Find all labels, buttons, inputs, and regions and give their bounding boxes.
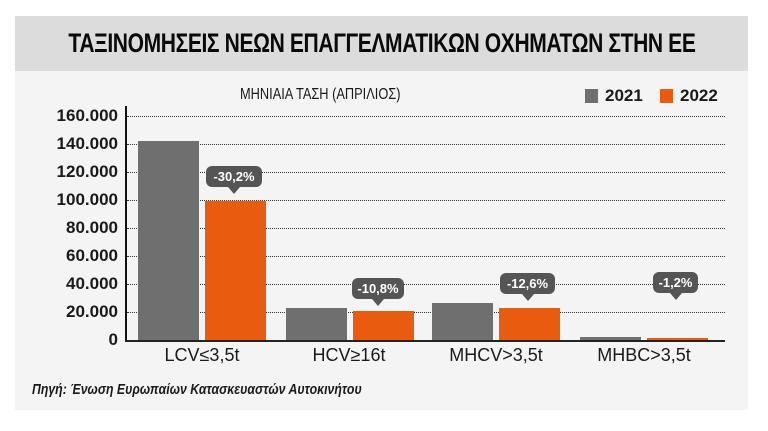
y-tick-label: 40.000 bbox=[66, 274, 118, 293]
change-callout-mhbc: -1,2% bbox=[653, 272, 698, 300]
y-tick-label: 20.000 bbox=[66, 302, 118, 321]
y-tick-label: 100.000 bbox=[56, 190, 118, 209]
y-tick-label: 80.000 bbox=[66, 218, 118, 237]
bar-mhcv-2021 bbox=[432, 303, 493, 340]
gridline bbox=[127, 200, 725, 201]
gridline bbox=[127, 312, 725, 313]
legend-label-2021: 2021 bbox=[605, 86, 643, 105]
y-tick-label: 120.000 bbox=[56, 162, 118, 181]
legend-swatch-2021 bbox=[585, 89, 598, 103]
legend-item-2022: 2022 bbox=[660, 86, 718, 106]
chart-title: ΤΑΞΙΝΟΜΗΣΕΙΣ ΝΕΩΝ ΕΠΑΓΓΕΛΜΑΤΙΚΩΝ ΟΧΗΜΑΤΩ… bbox=[67, 28, 696, 58]
y-tick-label: 140.000 bbox=[56, 134, 118, 153]
chart-panel: ΤΑΞΙΝΟΜΗΣΕΙΣ ΝΕΩΝ ΕΠΑΓΓΕΛΜΑΤΙΚΩΝ ΟΧΗΜΑΤΩ… bbox=[15, 16, 748, 410]
y-tick-label: 60.000 bbox=[66, 246, 118, 265]
bar-lcv-2022 bbox=[205, 201, 266, 340]
legend-item-2021: 2021 bbox=[585, 86, 643, 106]
gridline bbox=[127, 228, 725, 229]
title-band: ΤΑΞΙΝΟΜΗΣΕΙΣ ΝΕΩΝ ΕΠΑΓΓΕΛΜΑΤΙΚΩΝ ΟΧΗΜΑΤΩ… bbox=[15, 16, 748, 71]
x-axis-line bbox=[125, 340, 725, 342]
x-label-mhcv: MHCV>3,5t bbox=[449, 345, 543, 365]
bar-hcv-2022 bbox=[353, 311, 414, 340]
x-label-mhbc: MHBC>3,5t bbox=[597, 345, 691, 365]
legend-swatch-2022 bbox=[660, 89, 673, 103]
bar-mhbc-2021 bbox=[580, 337, 641, 340]
bar-hcv-2021 bbox=[286, 308, 347, 340]
y-tick-label: 160.000 bbox=[56, 106, 118, 125]
chart-subtitle: ΜΗΝΙΑΙΑ ΤΑΣΗ (ΑΠΡΙΛΙΟΣ) bbox=[240, 86, 401, 103]
y-axis-line bbox=[125, 106, 127, 341]
bar-mhbc-2022 bbox=[647, 338, 708, 340]
gridline bbox=[127, 144, 725, 145]
gridline bbox=[127, 256, 725, 257]
gridline bbox=[127, 172, 725, 173]
gridline bbox=[127, 284, 725, 285]
change-callout-hcv: -10,8% bbox=[352, 278, 404, 306]
change-callout-lcv: -30,2% bbox=[206, 166, 262, 194]
source-note: Πηγή: Ένωση Ευρωπαίων Κατασκευαστών Αυτο… bbox=[32, 381, 362, 398]
x-label-hcv: HCV≥16t bbox=[312, 345, 386, 365]
bar-mhcv-2022 bbox=[499, 308, 560, 340]
bar-lcv-2021 bbox=[138, 141, 199, 340]
y-tick-label: 0 bbox=[108, 330, 118, 349]
change-callout-mhcv: -12,6% bbox=[500, 273, 555, 301]
x-label-lcv: LCV≤3,5t bbox=[164, 345, 240, 365]
gridline bbox=[127, 116, 725, 117]
legend-label-2022: 2022 bbox=[680, 86, 718, 105]
